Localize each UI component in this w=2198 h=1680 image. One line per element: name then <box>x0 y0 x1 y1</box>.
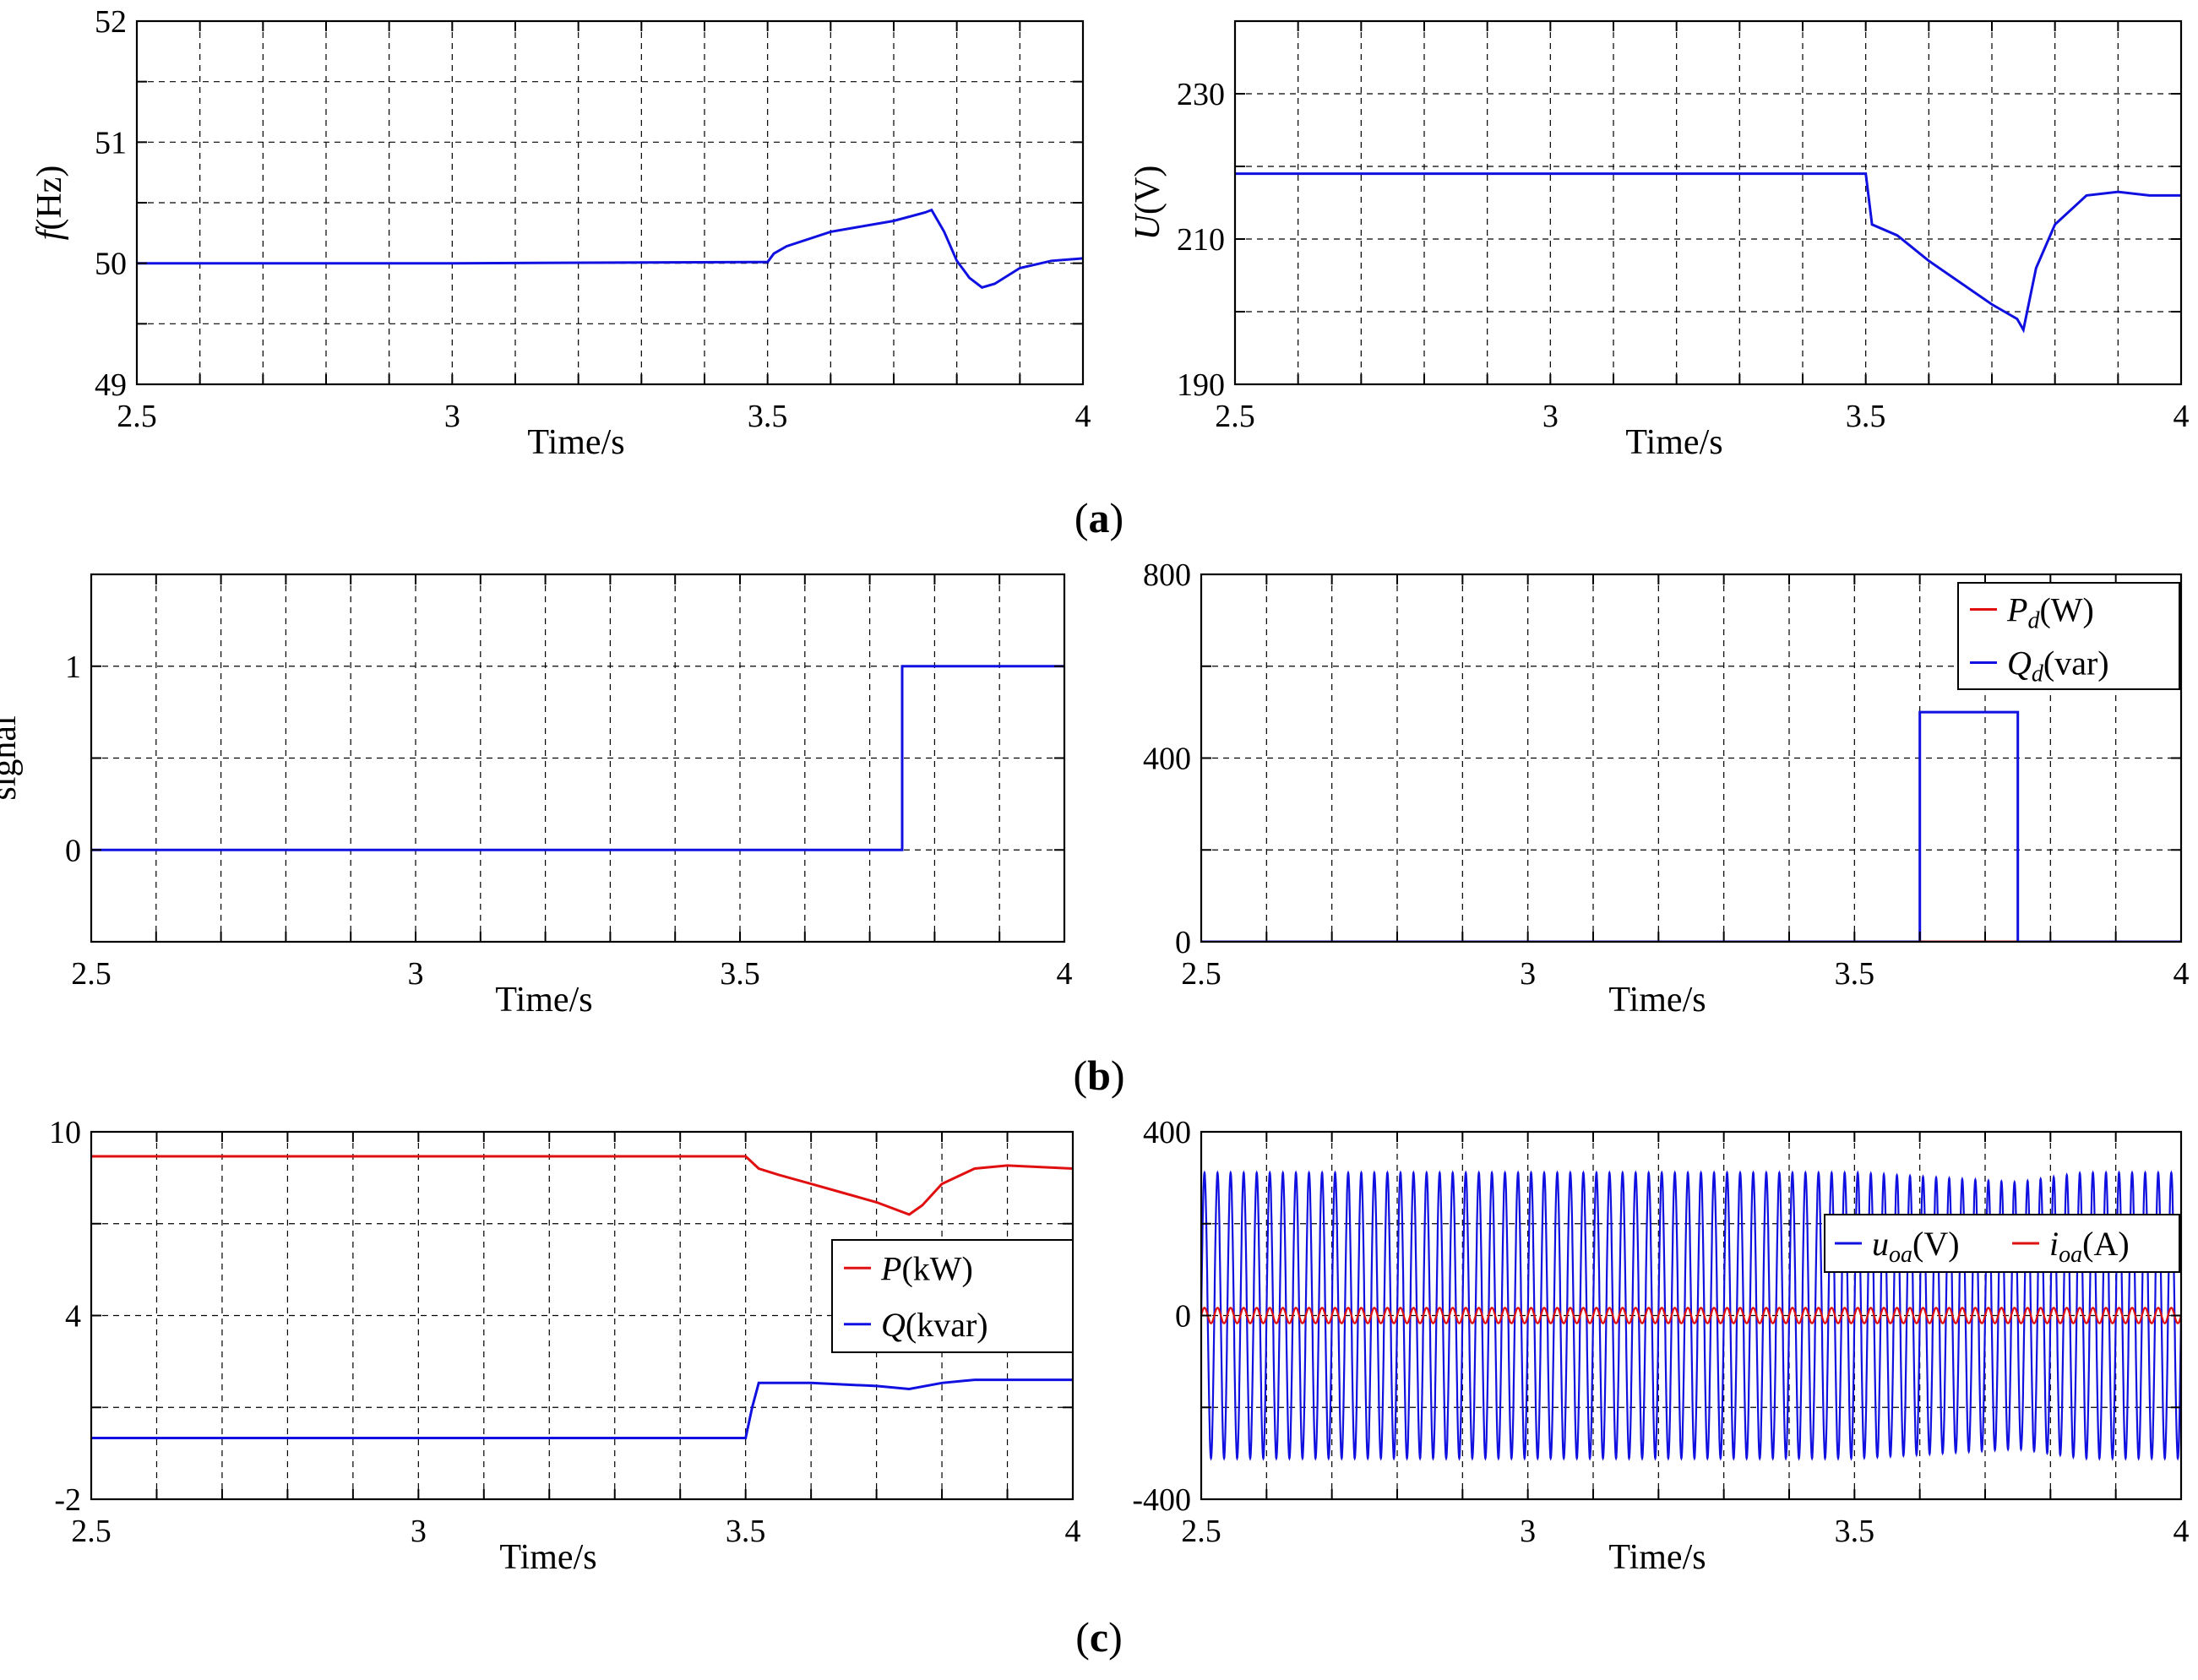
series-group <box>1201 1170 2181 1461</box>
x-tick-label: 3 <box>408 956 424 992</box>
series-ioa <box>1201 1307 2181 1324</box>
series-Q <box>91 1378 1073 1439</box>
chart-pd-qd: 2.5 3 3.5 4 0 400 800 Time/s Pd(W) Qd(var) <box>1143 557 2190 1019</box>
y-axis-label: U(V) <box>1129 166 1167 241</box>
legend-label: P(kW) <box>880 1249 973 1287</box>
chart-signal: 2.5 3 3.5 4 0 1 Time/s signal <box>0 573 1073 1019</box>
y-tick-label: 50 <box>95 247 127 282</box>
x-tick-label: 3 <box>1520 1514 1536 1549</box>
chart-uoa-ioa: 2.5 3 3.5 4 -400 0 400 Time/s uoa(V) ioa(A) <box>1132 1115 2189 1577</box>
x-tick-label: 2.5 <box>1181 956 1221 992</box>
x-tick-label: 3.5 <box>1835 956 1875 992</box>
y-tick-label: 10 <box>49 1115 81 1150</box>
y-tick-label: 800 <box>1143 557 1191 593</box>
y-axis-label: signal <box>0 715 24 800</box>
x-axis-label: Time/s <box>495 981 592 1019</box>
y-tick-label: 1 <box>65 650 81 685</box>
legend-label: Q(kvar) <box>881 1306 988 1344</box>
legend-box <box>831 1239 1074 1353</box>
y-tick-label: 4 <box>65 1299 81 1335</box>
x-tick-label: 4 <box>2174 956 2190 992</box>
series-group <box>1201 710 2181 942</box>
panel-label-c: (c) <box>1075 1613 1123 1661</box>
y-tick-label: 0 <box>1175 925 1191 960</box>
y-tick-label: 51 <box>95 125 127 160</box>
series-group <box>1235 172 2181 334</box>
x-tick-label: 4 <box>2174 1514 2190 1549</box>
x-tick-label: 2.5 <box>71 956 112 992</box>
legend: Pd(W) Qd(var) <box>1957 582 2180 690</box>
y-tick-label: 52 <box>95 4 127 40</box>
x-tick-label: 2.5 <box>1181 1514 1221 1549</box>
legend-label: Qd(var) <box>2007 644 2109 688</box>
series-P <box>91 1155 1073 1216</box>
x-axis-label: Time/s <box>1608 981 1706 1019</box>
legend-label: Pd(W) <box>2006 591 2094 634</box>
x-tick-label: 4 <box>2174 399 2190 434</box>
y-tick-label: 0 <box>1175 1299 1191 1335</box>
legend: P(kW) Q(kvar) <box>831 1239 1074 1353</box>
y-tick-label: 400 <box>1143 742 1191 777</box>
legend: uoa(V) ioa(A) <box>1824 1214 2180 1273</box>
plot-frame <box>1233 19 2183 386</box>
legend-label: ioa(A) <box>2049 1225 2130 1268</box>
legend-label: uoa(V) <box>1872 1225 1960 1268</box>
x-axis-label: Time/s <box>499 1538 596 1577</box>
legend-box <box>1957 582 2180 690</box>
x-tick-label: 4 <box>1057 956 1073 992</box>
x-tick-label: 3 <box>444 399 460 434</box>
x-tick-label: 4 <box>1065 1514 1081 1549</box>
x-tick-label: 3.5 <box>1835 1514 1875 1549</box>
panel-label-b: (b) <box>1073 1052 1124 1099</box>
x-tick-label: 4 <box>1075 399 1091 434</box>
x-tick-label: 3.5 <box>1846 399 1886 434</box>
series-group <box>91 1155 1073 1439</box>
y-tick-label: 210 <box>1177 222 1225 258</box>
series-signal <box>91 665 1064 851</box>
x-tick-label: 3 <box>1542 399 1559 434</box>
x-axis-label: Time/s <box>1625 423 1722 462</box>
y-tick-label: 400 <box>1143 1115 1191 1150</box>
y-tick-label: 0 <box>65 833 81 868</box>
series-group <box>137 208 1083 289</box>
y-tick-label: -2 <box>54 1482 81 1518</box>
y-tick-label: 49 <box>95 367 127 403</box>
series-group <box>91 665 1064 851</box>
x-axis-label: Time/s <box>527 423 624 462</box>
x-tick-label: 3 <box>411 1514 427 1549</box>
chart-voltage: 2.5 3 3.5 4 190 210 230 Time/s U(V) <box>1129 19 2190 462</box>
series-Qd <box>1201 710 2181 942</box>
y-tick-label: 190 <box>1177 367 1225 403</box>
x-axis-label: Time/s <box>1608 1538 1706 1577</box>
x-tick-label: 3.5 <box>748 399 788 434</box>
x-tick-label: 2.5 <box>117 399 157 434</box>
x-tick-label: 3 <box>1520 956 1536 992</box>
series-U <box>1235 172 2181 334</box>
chart-frequency: 2.5 3 3.5 4 49 50 51 52 Time/s f(Hz) <box>30 4 1091 462</box>
legend-box <box>1824 1214 2180 1273</box>
y-axis-label: f(Hz) <box>30 166 69 241</box>
x-tick-label: 2.5 <box>1215 399 1255 434</box>
x-tick-label: 2.5 <box>71 1514 112 1549</box>
panel-label-a: (a) <box>1075 494 1123 541</box>
chart-p-q: 2.5 3 3.5 4 -2 4 10 Time/s P(kW) Q(kvar) <box>49 1115 1081 1577</box>
x-tick-label: 3.5 <box>726 1514 766 1549</box>
y-tick-label: 230 <box>1177 77 1225 112</box>
series-f <box>137 208 1083 289</box>
x-tick-label: 3.5 <box>720 956 760 992</box>
y-tick-label: -400 <box>1132 1482 1191 1518</box>
